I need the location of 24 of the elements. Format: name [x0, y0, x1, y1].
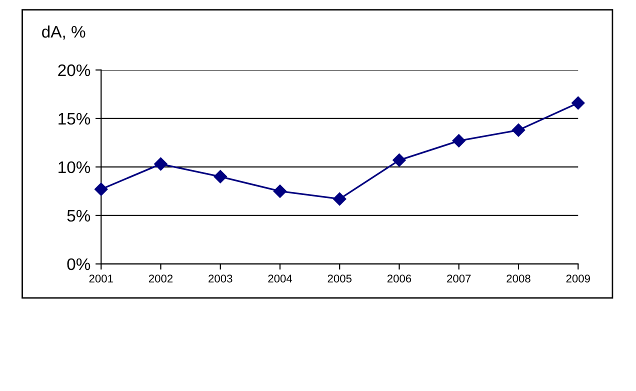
point	[154, 157, 168, 171]
x-tick-label: 2008	[506, 274, 530, 283]
point	[214, 170, 227, 184]
point	[392, 154, 406, 167]
y-axis-title: dA, %	[42, 25, 86, 40]
y-tick-label: 0%	[67, 258, 90, 270]
x-tick-label: 2007	[447, 274, 471, 283]
point	[333, 192, 346, 206]
x-tick-label: 2005	[328, 274, 352, 283]
y-tick-label: 15%	[58, 112, 90, 125]
point	[452, 134, 466, 148]
x-tick-label: 2001	[89, 274, 113, 283]
point	[512, 124, 526, 137]
y-tick-label: 5%	[67, 210, 90, 222]
point	[273, 184, 287, 198]
x-tick-label: 2006	[387, 274, 412, 283]
y-tick-label: 20%	[58, 64, 90, 76]
x-tick-label: 2003	[208, 274, 232, 283]
point	[94, 182, 108, 196]
x-tick-label: 2004	[268, 274, 292, 283]
y-tick-label: 10%	[58, 161, 90, 174]
x-tick-label: 2009	[566, 274, 590, 283]
point	[572, 96, 585, 110]
x-tick-label: 2002	[148, 274, 173, 283]
